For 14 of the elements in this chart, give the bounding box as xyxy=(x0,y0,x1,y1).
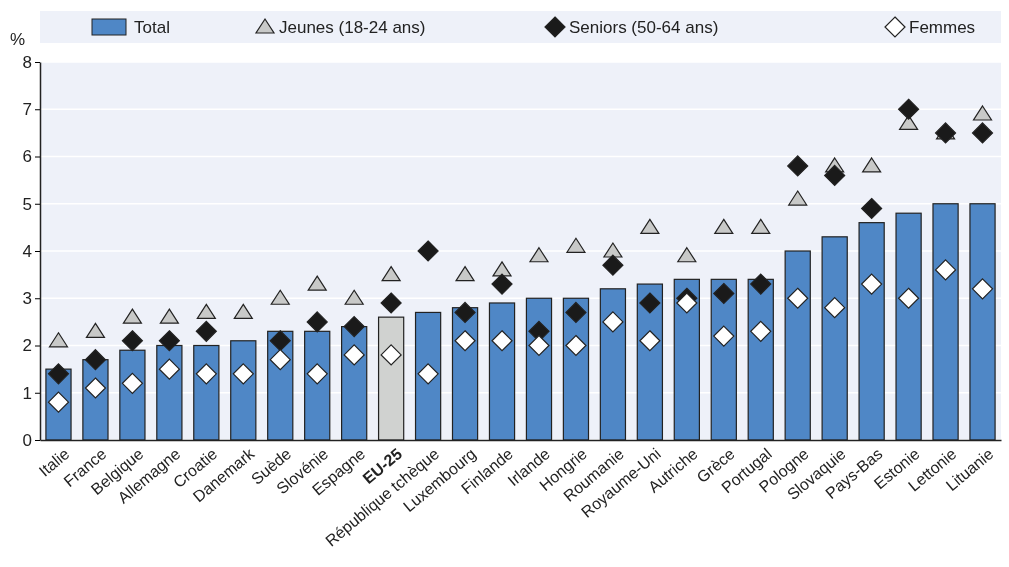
y-tick-label: 8 xyxy=(22,52,32,72)
legend-label: Total xyxy=(134,18,170,37)
y-tick-label: 5 xyxy=(22,194,32,214)
legend-label: Seniors (50-64 ans) xyxy=(569,18,719,37)
y-axis-title: % xyxy=(10,30,26,49)
y-tick-label: 1 xyxy=(22,383,32,403)
y-tick-label: 7 xyxy=(22,100,32,120)
y-tick-label: 0 xyxy=(22,430,32,450)
legend-label: Jeunes (18-24 ans) xyxy=(279,18,426,37)
y-tick-label: 6 xyxy=(22,147,32,167)
y-tick-label: 2 xyxy=(22,336,32,356)
y-tick-label: 4 xyxy=(22,241,32,261)
legend-label: Femmes xyxy=(909,18,976,37)
y-tick-label: 3 xyxy=(22,289,32,309)
